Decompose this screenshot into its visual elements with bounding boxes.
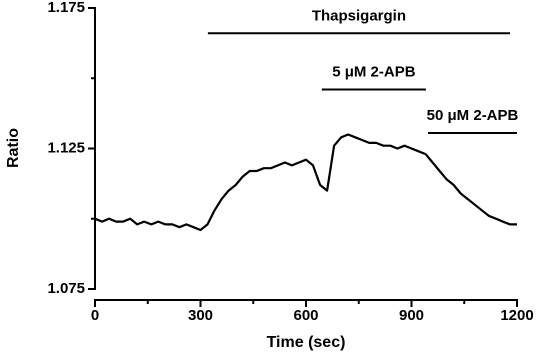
x-tick-label: 600	[293, 307, 318, 324]
x-tick-label: 0	[91, 307, 99, 324]
treatment-label: Thapsigargin	[312, 7, 406, 24]
y-axis-label: Ratio	[5, 128, 22, 168]
x-tick-label: 900	[399, 307, 424, 324]
treatment-label: 50 μM 2-APB	[427, 107, 519, 124]
x-tick-label: 300	[188, 307, 213, 324]
y-tick-label: 1.075	[47, 280, 85, 297]
y-tick-label: 1.125	[47, 139, 85, 156]
x-tick-label: 1200	[500, 307, 533, 324]
trace-line	[94, 133, 517, 232]
x-axis-label: Time (sec)	[267, 334, 346, 351]
y-tick-label: 1.175	[47, 0, 85, 16]
treatment-label: 5 μM 2-APB	[332, 63, 416, 80]
